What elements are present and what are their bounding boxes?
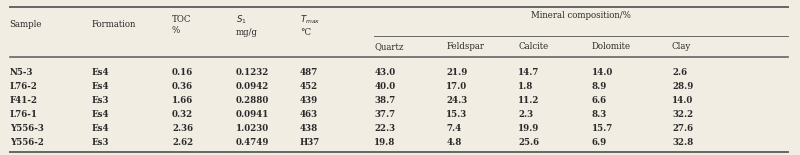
Text: Y556-3: Y556-3 bbox=[10, 124, 43, 133]
Text: 14.0: 14.0 bbox=[672, 96, 694, 105]
Text: 37.7: 37.7 bbox=[374, 110, 395, 119]
Text: 32.2: 32.2 bbox=[672, 110, 693, 119]
Text: 0.2880: 0.2880 bbox=[236, 96, 270, 105]
Text: Clay: Clay bbox=[672, 42, 691, 51]
Text: L76-2: L76-2 bbox=[10, 82, 38, 91]
Text: 0.32: 0.32 bbox=[172, 110, 193, 119]
Text: 0.36: 0.36 bbox=[172, 82, 193, 91]
Text: 21.9: 21.9 bbox=[446, 68, 468, 77]
Text: 11.2: 11.2 bbox=[518, 96, 540, 105]
Text: 28.9: 28.9 bbox=[672, 82, 694, 91]
Text: Es4: Es4 bbox=[92, 110, 110, 119]
Text: 0.0941: 0.0941 bbox=[236, 110, 270, 119]
Text: 14.0: 14.0 bbox=[592, 68, 614, 77]
Text: 0.16: 0.16 bbox=[172, 68, 194, 77]
Text: 0.0942: 0.0942 bbox=[236, 82, 270, 91]
Text: 25.6: 25.6 bbox=[518, 138, 539, 147]
Text: 6.6: 6.6 bbox=[592, 96, 607, 105]
Text: 487: 487 bbox=[300, 68, 318, 77]
Text: Es3: Es3 bbox=[92, 138, 110, 147]
Text: Mineral composition/%: Mineral composition/% bbox=[531, 11, 631, 20]
Text: 2.6: 2.6 bbox=[672, 68, 687, 77]
Text: Calcite: Calcite bbox=[518, 42, 549, 51]
Text: Feldspar: Feldspar bbox=[446, 42, 485, 51]
Text: 17.0: 17.0 bbox=[446, 82, 468, 91]
Text: 439: 439 bbox=[300, 96, 318, 105]
Text: 32.8: 32.8 bbox=[672, 138, 694, 147]
Text: 40.0: 40.0 bbox=[374, 82, 396, 91]
Text: H37: H37 bbox=[300, 138, 320, 147]
Text: 452: 452 bbox=[300, 82, 318, 91]
Text: Es4: Es4 bbox=[92, 68, 110, 77]
Text: 24.3: 24.3 bbox=[446, 96, 468, 105]
Text: 8.9: 8.9 bbox=[592, 82, 607, 91]
Text: Sample: Sample bbox=[10, 20, 42, 29]
Text: F41-2: F41-2 bbox=[10, 96, 38, 105]
Text: 1.8: 1.8 bbox=[518, 82, 534, 91]
Text: 22.3: 22.3 bbox=[374, 124, 395, 133]
Text: Y556-2: Y556-2 bbox=[10, 138, 43, 147]
Text: Quartz: Quartz bbox=[374, 42, 404, 51]
Text: Es4: Es4 bbox=[92, 124, 110, 133]
Text: L76-1: L76-1 bbox=[10, 110, 38, 119]
Text: 14.7: 14.7 bbox=[518, 68, 540, 77]
Text: 1.66: 1.66 bbox=[172, 96, 194, 105]
Text: 8.3: 8.3 bbox=[592, 110, 607, 119]
Text: 1.0230: 1.0230 bbox=[236, 124, 270, 133]
Text: 0.1232: 0.1232 bbox=[236, 68, 270, 77]
Text: 2.62: 2.62 bbox=[172, 138, 193, 147]
Text: 15.7: 15.7 bbox=[592, 124, 614, 133]
Text: 6.9: 6.9 bbox=[592, 138, 607, 147]
Text: N5-3: N5-3 bbox=[10, 68, 33, 77]
Text: TOC
%: TOC % bbox=[172, 15, 191, 35]
Text: 27.6: 27.6 bbox=[672, 124, 693, 133]
Text: Dolomite: Dolomite bbox=[592, 42, 631, 51]
Text: 7.4: 7.4 bbox=[446, 124, 462, 133]
Text: Es3: Es3 bbox=[92, 96, 110, 105]
Text: 43.0: 43.0 bbox=[374, 68, 396, 77]
Text: 438: 438 bbox=[300, 124, 318, 133]
Text: 4.8: 4.8 bbox=[446, 138, 462, 147]
Text: 0.4749: 0.4749 bbox=[236, 138, 270, 147]
Text: Formation: Formation bbox=[92, 20, 136, 29]
Text: Es4: Es4 bbox=[92, 82, 110, 91]
Text: 19.9: 19.9 bbox=[518, 124, 540, 133]
Text: $T_{max}$
°C: $T_{max}$ °C bbox=[300, 13, 321, 37]
Text: 15.3: 15.3 bbox=[446, 110, 468, 119]
Text: 19.8: 19.8 bbox=[374, 138, 396, 147]
Text: $S_1$
mg/g: $S_1$ mg/g bbox=[236, 13, 258, 37]
Text: 2.3: 2.3 bbox=[518, 110, 534, 119]
Text: 2.36: 2.36 bbox=[172, 124, 193, 133]
Text: 463: 463 bbox=[300, 110, 318, 119]
Text: 38.7: 38.7 bbox=[374, 96, 396, 105]
